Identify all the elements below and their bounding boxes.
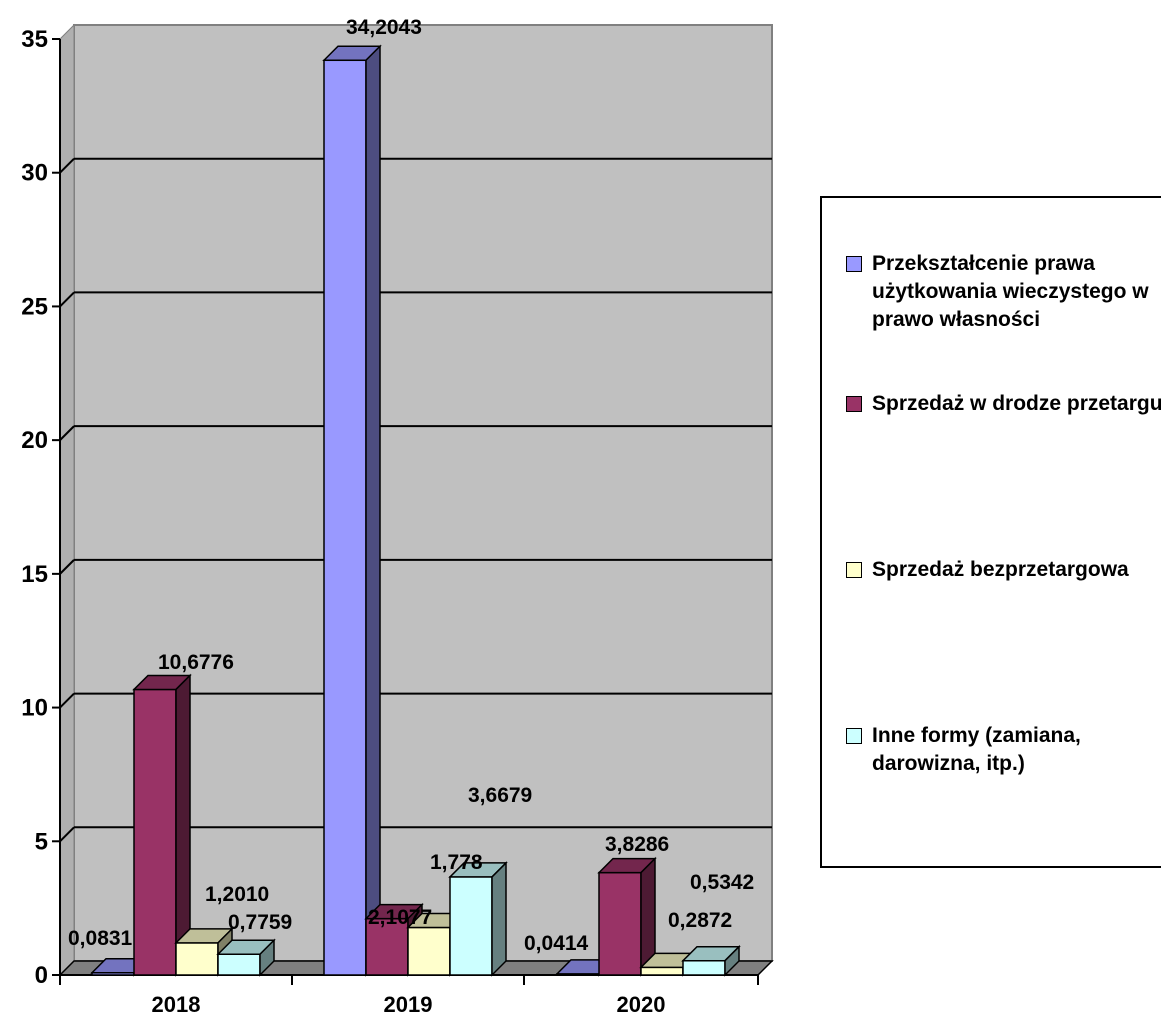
data-label: 0,0831 — [68, 927, 133, 950]
gridline-side — [59, 559, 75, 575]
gridline-side — [59, 826, 75, 842]
bar — [132, 673, 192, 977]
gridline-side — [59, 158, 75, 174]
data-label: 34,2043 — [346, 16, 422, 39]
x-category-label: 2018 — [152, 992, 201, 1017]
data-label: 2,1077 — [368, 906, 432, 929]
y-tick-label: 10 — [21, 695, 48, 722]
legend: Przekształcenie prawa użytkowania wieczy… — [820, 196, 1161, 868]
legend-swatch-sprzedaz-bezprzetargowa — [846, 562, 862, 578]
legend-label-sprzedaz-przetarg: Sprzedaż w drodze przetargu — [872, 392, 1161, 415]
y-tick-label: 20 — [21, 427, 48, 454]
data-label: 10,6776 — [158, 651, 234, 674]
x-category-label: 2020 — [617, 992, 666, 1017]
data-labels: 0,0831 10,6776 1,2010 0,7759 34,2043 2,1077 1,… — [68, 16, 754, 955]
y-axis-ticks: 0 5 10 15 20 25 30 35 — [21, 26, 48, 989]
bar — [216, 938, 276, 977]
legend-swatch-sprzedaz-przetarg — [846, 396, 862, 412]
legend-item-inne-formy: Inne formy (zamiana, darowizna, itp.) — [846, 722, 1161, 778]
x-axis-categories: 2018 2019 2020 — [152, 992, 666, 1017]
y-tick-label: 0 — [35, 962, 48, 989]
y-tick-label: 30 — [21, 160, 48, 187]
data-label: 1,2010 — [205, 883, 269, 906]
y-tick-label: 25 — [21, 293, 48, 320]
legend-swatch-przeksztalcenie — [846, 256, 862, 272]
data-label: 3,6679 — [468, 784, 532, 807]
y-tick-label: 35 — [21, 26, 48, 53]
legend-label-inne-formy: Inne formy (zamiana, darowizna, itp.) — [872, 724, 1081, 775]
legend-swatch-inne-formy — [846, 728, 862, 744]
bar — [322, 44, 382, 977]
gridline-side — [59, 425, 75, 441]
legend-label-sprzedaz-bezprzetargowa: Sprzedaż bezprzetargowa — [872, 558, 1129, 581]
bar — [448, 861, 508, 977]
y-tick-label: 5 — [35, 828, 48, 855]
bar — [681, 944, 741, 977]
legend-label-przeksztalcenie: Przekształcenie prawa użytkowania wieczy… — [872, 252, 1149, 331]
data-label: 0,7759 — [228, 911, 292, 934]
gridline-side — [59, 692, 75, 709]
data-label: 1,778 — [430, 851, 483, 874]
gridline-side — [59, 291, 75, 308]
legend-item-sprzedaz-bezprzetargowa: Sprzedaż bezprzetargowa — [846, 556, 1161, 584]
data-label: 0,2872 — [668, 909, 732, 932]
legend-item-przeksztalcenie: Przekształcenie prawa użytkowania wieczy… — [846, 250, 1161, 334]
legend-item-sprzedaz-przetarg: Sprzedaż w drodze przetargu — [846, 390, 1161, 418]
y-tick-label: 15 — [21, 561, 48, 588]
bar — [597, 856, 657, 977]
side-wall — [59, 23, 75, 977]
data-label: 3,8286 — [605, 833, 669, 856]
data-label: 0,0414 — [524, 932, 589, 955]
data-label: 0,5342 — [690, 871, 754, 894]
x-category-label: 2019 — [384, 992, 433, 1017]
bars — [90, 44, 741, 977]
